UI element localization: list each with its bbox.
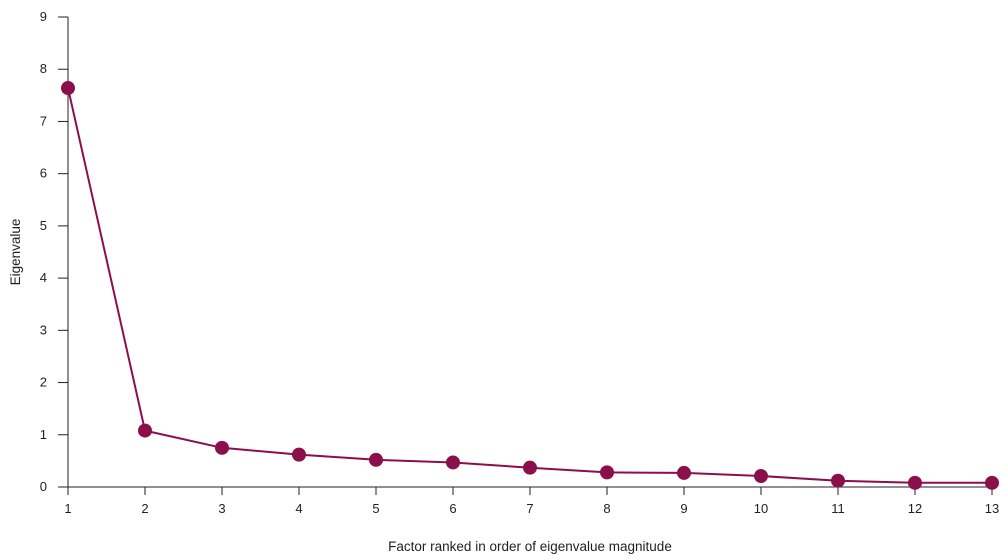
x-tick-label: 8	[603, 501, 610, 516]
data-point	[831, 473, 845, 488]
x-tick-label: 4	[295, 501, 302, 516]
x-tick-label: 12	[908, 501, 922, 516]
y-tick-label: 1	[40, 427, 47, 442]
data-point	[523, 460, 537, 475]
data-point	[292, 447, 306, 462]
y-tick-label: 9	[40, 9, 47, 24]
x-axis-title: Factor ranked in order of eigenvalue mag…	[388, 539, 672, 554]
y-tick-label: 2	[40, 375, 47, 390]
y-axis-ticks: 0 1 2 3 4 5 6 7 8 9	[40, 9, 68, 494]
x-tick-label: 1	[64, 501, 71, 516]
data-point	[215, 440, 229, 455]
x-tick-label: 5	[372, 501, 379, 516]
x-axis-ticks: 1 2 3 4 5 6 7 8 9 10 11 12 13	[64, 487, 999, 516]
x-tick-label: 13	[985, 501, 999, 516]
y-tick-label: 8	[40, 61, 47, 76]
data-point	[446, 455, 460, 470]
x-tick-label: 6	[449, 501, 456, 516]
y-tick-label: 6	[40, 166, 47, 181]
data-point	[908, 475, 922, 490]
series-line	[67, 87, 992, 484]
x-tick-label: 2	[141, 501, 148, 516]
y-tick-label: 3	[40, 322, 47, 337]
data-point	[369, 452, 383, 467]
x-tick-label: 3	[218, 501, 225, 516]
y-tick-label: 5	[40, 218, 47, 233]
axes	[67, 17, 992, 488]
y-tick-label: 4	[40, 270, 47, 285]
x-tick-label: 9	[680, 501, 687, 516]
y-tick-label: 7	[40, 113, 47, 128]
plot-series	[61, 81, 999, 490]
y-tick-label: 0	[40, 479, 47, 494]
y-axis-title: Eigenvalue	[8, 219, 23, 286]
data-point	[754, 469, 768, 484]
data-point	[61, 81, 75, 96]
x-tick-label: 7	[526, 501, 533, 516]
data-point	[138, 423, 152, 438]
data-point	[600, 465, 614, 480]
x-tick-label: 10	[754, 501, 768, 516]
data-point	[985, 475, 999, 490]
data-point	[677, 465, 691, 480]
x-tick-label: 11	[831, 501, 845, 516]
